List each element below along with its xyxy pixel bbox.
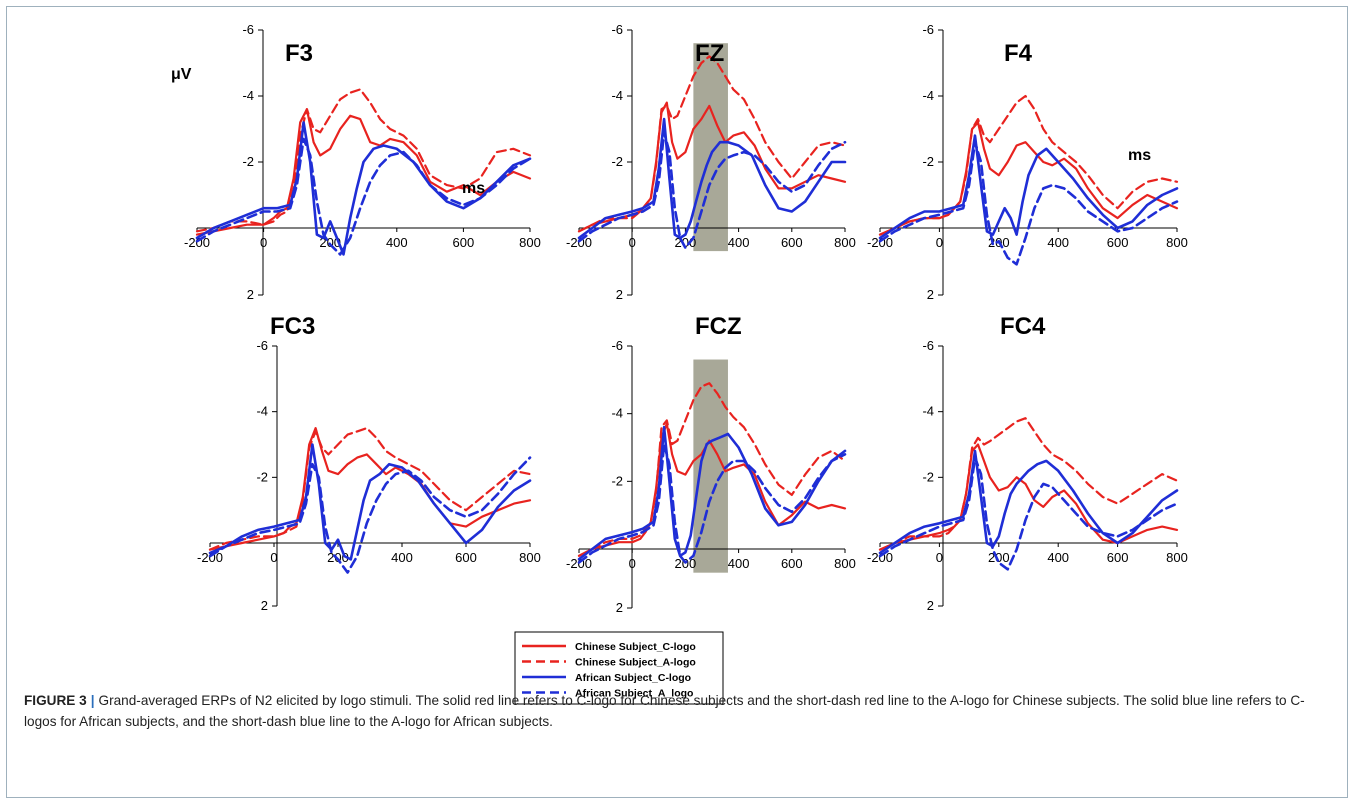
x-tick-label: 600 xyxy=(781,235,803,250)
y-tick-label: 2 xyxy=(927,287,934,302)
x-unit-label: ms xyxy=(1128,147,1151,164)
y-tick-label: -2 xyxy=(242,154,254,169)
series-line-3 xyxy=(577,117,847,240)
series-line-4 xyxy=(208,456,532,574)
x-unit-label: ms xyxy=(462,180,485,197)
y-tick-label: -6 xyxy=(922,338,934,353)
x-tick-label: 0 xyxy=(260,235,267,250)
series-line-4 xyxy=(577,131,847,250)
figure-label: FIGURE 3 xyxy=(24,693,87,708)
x-tick-label: 800 xyxy=(519,550,541,565)
panel-title: F4 xyxy=(1004,40,1033,67)
x-tick-label: 600 xyxy=(1107,235,1129,250)
panel-title: FC3 xyxy=(270,313,315,340)
series-line-3 xyxy=(878,134,1179,240)
legend-box xyxy=(514,631,724,705)
x-tick-label: 0 xyxy=(629,556,636,571)
x-tick-label: 600 xyxy=(1107,550,1129,565)
y-tick-label: 2 xyxy=(616,287,623,302)
series-line-1 xyxy=(195,108,532,236)
y-tick-label: -6 xyxy=(256,338,268,353)
series-line-3 xyxy=(577,425,847,561)
y-tick-label: 2 xyxy=(247,287,254,302)
series-line-4 xyxy=(878,140,1179,266)
x-tick-label: 400 xyxy=(1047,235,1069,250)
x-tick-label: -200 xyxy=(867,235,893,250)
legend-label: Chinese Subject_C-logo xyxy=(575,641,696,653)
figure-caption: FIGURE 3 | Grand-averaged ERPs of N2 elici… xyxy=(24,690,1334,732)
x-tick-label: 0 xyxy=(629,235,636,250)
x-tick-label: 200 xyxy=(988,550,1010,565)
x-tick-label: 400 xyxy=(728,235,750,250)
x-tick-label: 800 xyxy=(834,235,856,250)
x-tick-label: 400 xyxy=(391,550,413,565)
chart-panel-fc4: -6 -4 -2 2 -200 0 200 400 600 800 FC4 xyxy=(867,313,1188,613)
x-tick-label: 600 xyxy=(781,556,803,571)
x-tick-label: -200 xyxy=(197,550,223,565)
panel-title: FZ xyxy=(695,40,724,67)
x-tick-label: 800 xyxy=(1166,235,1188,250)
caption-separator: | xyxy=(90,693,95,708)
y-tick-label: -2 xyxy=(922,154,934,169)
series-line-1 xyxy=(878,121,1179,236)
y-tick-label: -4 xyxy=(922,88,934,103)
x-tick-label: 0 xyxy=(270,550,277,565)
y-tick-label: -6 xyxy=(611,338,623,353)
panel-title: FCZ xyxy=(695,313,742,340)
legend-label: African Subject_C-logo xyxy=(575,672,691,684)
series-line-3 xyxy=(878,449,1179,555)
series-line-2 xyxy=(195,88,532,233)
series-line-4 xyxy=(878,456,1179,571)
x-tick-label: 800 xyxy=(834,556,856,571)
panel-title: F3 xyxy=(285,40,313,67)
series-line-1 xyxy=(878,443,1179,551)
y-tick-label: 2 xyxy=(616,600,623,615)
x-tick-label: 800 xyxy=(1166,550,1188,565)
series-line-1 xyxy=(577,422,847,557)
y-tick-label: -4 xyxy=(242,88,254,103)
y-tick-label: -2 xyxy=(922,469,934,484)
legend-label: African Subject_A_logo xyxy=(575,688,693,700)
series-line-3 xyxy=(208,443,532,561)
x-tick-label: 800 xyxy=(519,235,541,250)
series-line-2 xyxy=(208,427,532,551)
y-tick-label: -4 xyxy=(611,406,623,421)
y-tick-label: -2 xyxy=(611,473,623,488)
y-tick-label: -6 xyxy=(922,22,934,37)
y-tick-label: 2 xyxy=(927,598,934,613)
x-tick-label: 0 xyxy=(936,235,943,250)
legend-label: Chinese Subject_A-logo xyxy=(575,657,696,669)
y-tick-label: -4 xyxy=(922,404,934,419)
y-tick-label: -6 xyxy=(242,22,254,37)
y-tick-label: -4 xyxy=(611,88,623,103)
y-tick-label: -4 xyxy=(256,404,268,419)
legend: Chinese Subject_C-logo Chinese Subject_A-… xyxy=(514,631,724,705)
y-tick-label: 2 xyxy=(261,598,268,613)
series-line-2 xyxy=(577,382,847,557)
series-line-3 xyxy=(195,121,532,256)
x-tick-label: 400 xyxy=(728,556,750,571)
x-tick-label: 0 xyxy=(936,550,943,565)
series-line-2 xyxy=(878,94,1179,236)
x-tick-label: 400 xyxy=(1047,550,1069,565)
x-tick-label: 600 xyxy=(453,235,475,250)
series-line-4 xyxy=(577,442,847,564)
series-line-2 xyxy=(878,417,1179,551)
y-tick-label: -6 xyxy=(611,22,623,37)
panel-title: FC4 xyxy=(1000,313,1046,340)
series-line-4 xyxy=(195,137,532,256)
caption-text: Grand-averaged ERPs of N2 elicited by lo… xyxy=(24,693,1305,729)
y-tick-label: -2 xyxy=(256,469,268,484)
y-unit-label: μV xyxy=(171,66,192,83)
x-tick-label: 600 xyxy=(455,550,477,565)
x-tick-label: -200 xyxy=(867,550,893,565)
x-tick-label: 400 xyxy=(386,235,408,250)
y-tick-label: -2 xyxy=(611,154,623,169)
